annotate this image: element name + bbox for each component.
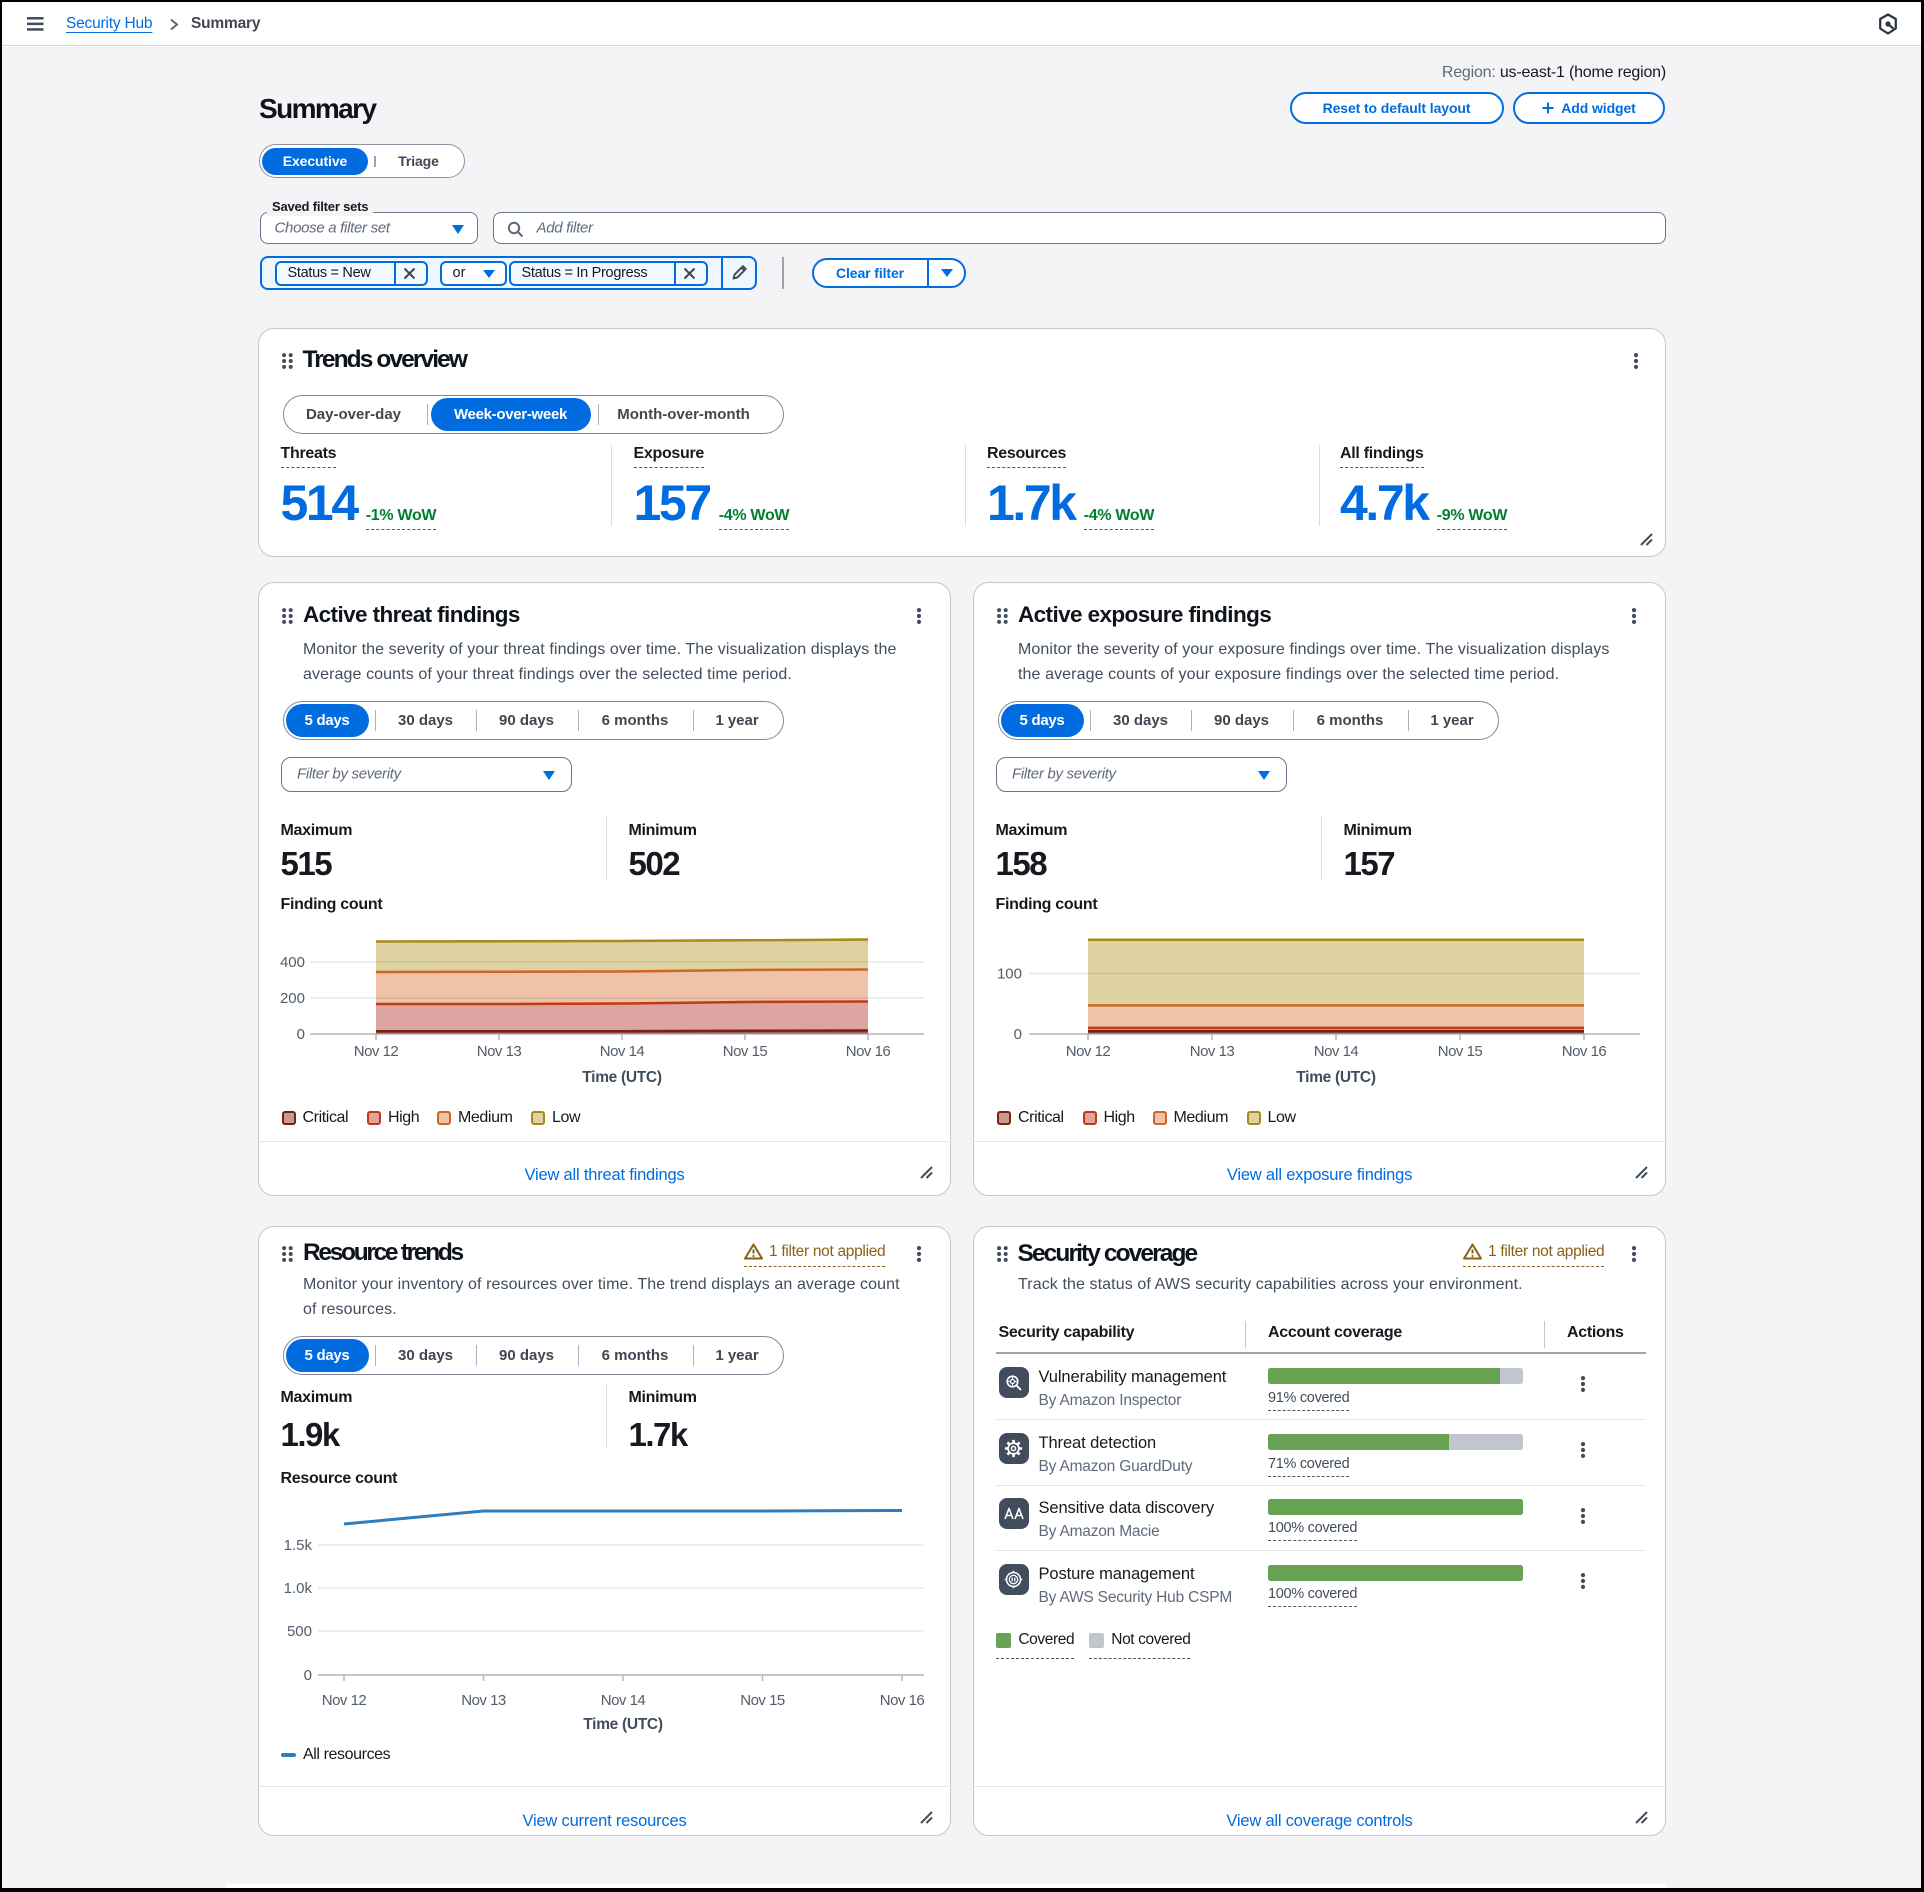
- svg-text:100: 100: [997, 965, 1022, 982]
- svg-text:Nov 15: Nov 15: [723, 1043, 768, 1060]
- svg-text:0: 0: [304, 1667, 312, 1684]
- svg-text:1.0k: 1.0k: [284, 1580, 313, 1597]
- svg-text:Nov 15: Nov 15: [740, 1692, 785, 1709]
- svg-text:Nov 14: Nov 14: [600, 1043, 645, 1060]
- svg-text:0: 0: [1014, 1026, 1022, 1043]
- svg-text:Nov 16: Nov 16: [1562, 1043, 1607, 1060]
- svg-text:0: 0: [297, 1026, 305, 1043]
- svg-text:200: 200: [280, 990, 305, 1007]
- svg-text:Time (UTC): Time (UTC): [582, 1069, 662, 1086]
- svg-text:Nov 16: Nov 16: [846, 1043, 891, 1060]
- svg-text:Time (UTC): Time (UTC): [583, 1716, 663, 1733]
- svg-text:Nov 14: Nov 14: [1314, 1043, 1359, 1060]
- svg-text:Nov 12: Nov 12: [1066, 1043, 1111, 1060]
- svg-text:Nov 14: Nov 14: [601, 1692, 646, 1709]
- svg-text:Nov 13: Nov 13: [461, 1692, 506, 1709]
- svg-text:1.5k: 1.5k: [284, 1537, 313, 1554]
- svg-text:Time (UTC): Time (UTC): [1296, 1069, 1376, 1086]
- svg-text:Nov 13: Nov 13: [477, 1043, 522, 1060]
- svg-text:Nov 13: Nov 13: [1190, 1043, 1235, 1060]
- svg-text:Nov 12: Nov 12: [354, 1043, 399, 1060]
- svg-text:400: 400: [280, 954, 305, 971]
- svg-text:500: 500: [287, 1623, 312, 1640]
- svg-text:Nov 16: Nov 16: [880, 1692, 925, 1709]
- svg-text:Nov 12: Nov 12: [322, 1692, 367, 1709]
- svg-text:Nov 15: Nov 15: [1438, 1043, 1483, 1060]
